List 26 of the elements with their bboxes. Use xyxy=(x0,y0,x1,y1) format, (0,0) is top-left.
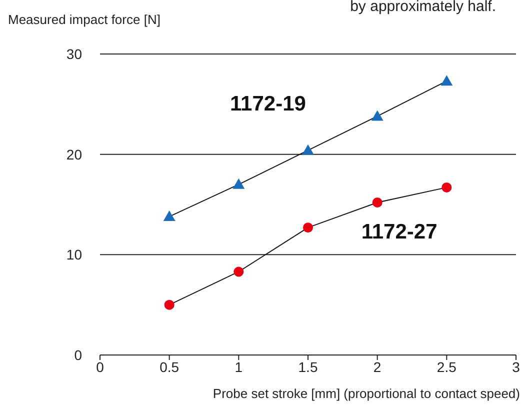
x-tick-label: 0 xyxy=(96,358,104,375)
point xyxy=(303,222,313,233)
point xyxy=(232,178,245,189)
y-tick-label: 10 xyxy=(66,246,82,263)
text: by approximately half. xyxy=(350,0,496,15)
x-axis-title: Probe set stroke [mm] (proportional to contact speed) xyxy=(212,386,520,401)
series-label: 1172-19 xyxy=(230,92,306,116)
x-tick-label: 2.5 xyxy=(436,358,457,375)
y-tick-label: 0 xyxy=(74,346,82,363)
point xyxy=(442,182,452,192)
point xyxy=(234,266,244,277)
point xyxy=(440,75,453,86)
point xyxy=(371,110,384,121)
x-tick-label: 3 xyxy=(512,358,520,375)
series-label: 1172-27 xyxy=(361,220,438,244)
point xyxy=(164,300,174,310)
point xyxy=(372,197,382,208)
x-tick-label: 2 xyxy=(373,358,382,375)
x-tick-label: 1.5 xyxy=(298,358,318,375)
x-tick-label: 1 xyxy=(234,358,243,375)
point xyxy=(163,210,176,222)
y-tick-label: 30 xyxy=(66,46,82,62)
x-tick-label: 0.5 xyxy=(160,358,180,375)
point xyxy=(302,144,314,155)
y-axis-title: Measured impact force [N] xyxy=(8,12,160,27)
y-tick-label: 20 xyxy=(66,146,82,162)
